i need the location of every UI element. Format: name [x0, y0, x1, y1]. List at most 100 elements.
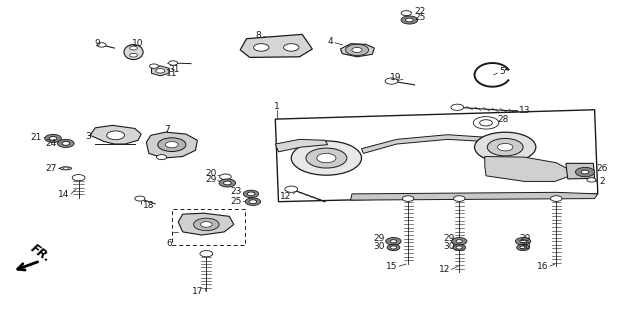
Circle shape: [473, 117, 499, 129]
Circle shape: [220, 174, 231, 180]
Text: 23: 23: [230, 187, 242, 196]
Text: 29: 29: [205, 175, 216, 184]
Circle shape: [169, 61, 177, 65]
Polygon shape: [147, 132, 197, 158]
Circle shape: [49, 136, 57, 140]
Text: 15: 15: [387, 262, 398, 271]
Circle shape: [156, 69, 165, 73]
Text: 22: 22: [414, 7, 425, 16]
Text: 1: 1: [274, 102, 280, 111]
Circle shape: [520, 240, 526, 243]
Circle shape: [247, 192, 255, 196]
Circle shape: [385, 78, 398, 84]
Text: 17: 17: [192, 287, 204, 295]
Circle shape: [166, 141, 178, 148]
Circle shape: [497, 143, 513, 151]
Circle shape: [72, 175, 85, 181]
Circle shape: [352, 48, 362, 52]
Circle shape: [45, 134, 61, 142]
Circle shape: [452, 238, 467, 245]
Text: 24: 24: [45, 139, 57, 148]
Text: 9: 9: [95, 39, 100, 48]
Text: 14: 14: [58, 190, 70, 199]
Circle shape: [516, 244, 529, 251]
Circle shape: [550, 196, 562, 201]
Text: 6: 6: [166, 239, 172, 248]
Text: 11: 11: [166, 69, 177, 79]
Polygon shape: [351, 192, 598, 200]
Circle shape: [454, 196, 465, 201]
Polygon shape: [340, 44, 374, 57]
Circle shape: [456, 246, 463, 249]
Circle shape: [243, 190, 259, 198]
Polygon shape: [240, 34, 312, 57]
Ellipse shape: [60, 167, 72, 170]
Text: 29: 29: [519, 233, 531, 243]
Circle shape: [406, 18, 413, 22]
Circle shape: [219, 179, 236, 187]
Circle shape: [130, 53, 138, 57]
Circle shape: [285, 186, 298, 192]
Circle shape: [575, 167, 595, 177]
Circle shape: [387, 244, 400, 251]
Circle shape: [515, 238, 531, 245]
Text: 12: 12: [439, 265, 451, 274]
Text: 3: 3: [86, 132, 92, 141]
Circle shape: [520, 246, 526, 249]
Circle shape: [200, 251, 212, 257]
Text: 21: 21: [31, 133, 42, 142]
Circle shape: [200, 222, 212, 227]
Text: 20: 20: [205, 169, 216, 178]
Text: 28: 28: [497, 115, 509, 124]
Text: 30: 30: [519, 242, 531, 251]
Text: 16: 16: [537, 262, 548, 271]
Circle shape: [157, 155, 167, 160]
Text: 18: 18: [143, 201, 154, 210]
Circle shape: [317, 153, 336, 163]
Circle shape: [386, 238, 401, 245]
Polygon shape: [362, 135, 486, 153]
Circle shape: [306, 148, 347, 168]
Text: 30: 30: [444, 242, 455, 251]
Text: 27: 27: [45, 164, 57, 173]
Text: 10: 10: [132, 39, 143, 48]
Circle shape: [390, 246, 397, 249]
Polygon shape: [90, 125, 141, 144]
Circle shape: [456, 240, 463, 243]
Circle shape: [487, 138, 523, 156]
Circle shape: [97, 43, 106, 47]
Text: 4: 4: [327, 37, 333, 46]
Circle shape: [346, 44, 369, 55]
Text: 31: 31: [168, 65, 179, 74]
Text: 30: 30: [373, 242, 385, 251]
Ellipse shape: [124, 45, 143, 59]
Circle shape: [401, 16, 418, 24]
Circle shape: [130, 46, 138, 50]
Circle shape: [223, 181, 231, 185]
Text: 25: 25: [230, 197, 242, 206]
Circle shape: [291, 141, 362, 175]
Polygon shape: [566, 163, 595, 179]
Circle shape: [401, 11, 412, 16]
Text: 13: 13: [519, 106, 531, 115]
Text: 8: 8: [255, 31, 261, 40]
Circle shape: [63, 167, 68, 170]
Circle shape: [451, 104, 464, 110]
Circle shape: [284, 44, 299, 51]
Polygon shape: [484, 156, 569, 182]
Circle shape: [249, 200, 257, 203]
Text: FR.: FR.: [28, 242, 53, 265]
Text: 29: 29: [444, 233, 454, 243]
Text: 12: 12: [280, 192, 291, 201]
Text: 2: 2: [600, 177, 605, 186]
Circle shape: [158, 138, 186, 151]
Circle shape: [58, 139, 74, 147]
Circle shape: [453, 244, 466, 251]
Circle shape: [150, 64, 159, 68]
Circle shape: [581, 170, 589, 174]
Polygon shape: [152, 66, 169, 76]
Text: 29: 29: [373, 233, 385, 243]
Polygon shape: [178, 213, 234, 235]
Circle shape: [107, 131, 125, 140]
Text: 19: 19: [390, 74, 402, 82]
